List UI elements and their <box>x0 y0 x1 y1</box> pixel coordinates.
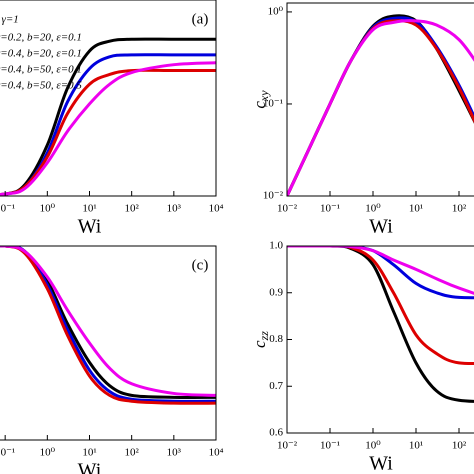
x-tick-label: 10⁴ <box>209 203 224 215</box>
plot-lines <box>0 37 216 196</box>
x-tick-label: 10⁻¹ <box>0 447 15 459</box>
series-line <box>0 246 216 397</box>
y-tick-label: 10⁻² <box>263 190 284 202</box>
y-tick-label: 1.0 <box>269 240 283 252</box>
x-tick-label: 10⁻² <box>277 440 298 452</box>
series-line <box>287 246 474 295</box>
x-tick-label: 10³ <box>167 447 182 459</box>
y-tick-label: 0.8 <box>269 333 283 345</box>
y-tick-label: 0.9 <box>269 286 283 298</box>
x-tick-label: 10² <box>452 440 467 452</box>
x-tick-label: 10² <box>125 447 140 459</box>
x-tick-label: 10² <box>452 203 467 215</box>
x-tick-label: 10⁰ <box>365 440 381 452</box>
y-axis-label-main: c <box>250 340 269 348</box>
series-line <box>0 246 216 403</box>
legend-entry: r=0.4, b=20, ε=0.1 <box>0 48 82 60</box>
legend-title: , γ=1 <box>0 14 19 26</box>
x-tick-label: 10¹ <box>82 447 96 459</box>
x-tick-label: 10² <box>125 203 140 215</box>
x-tick-label: 10¹ <box>409 440 423 452</box>
x-axis-label: Wi <box>78 216 102 238</box>
series-line <box>287 246 474 300</box>
x-tick-label: 10⁻¹ <box>320 440 340 452</box>
legend-entry: r=0.4, b=50, ε=0.1 <box>0 64 82 76</box>
series-line <box>0 246 216 399</box>
legend-entry: r=0.2, b=20, ε=0.1 <box>0 32 82 44</box>
x-axis-label: Wi <box>369 216 393 238</box>
x-axis-label: Wi <box>369 453 393 474</box>
y-axis-label-sub: xy <box>257 90 271 102</box>
x-tick-label: 10⁰ <box>40 203 56 215</box>
panel: 10⁻¹ 10⁰ 10¹ 10² 10³ 10⁴ Wi (a) , γ=1 r=0.2, b=20… <box>0 0 224 238</box>
y-axis-label: czz <box>250 331 271 348</box>
x-tick-label: 10³ <box>167 203 182 215</box>
panel: 10⁻¹ 10⁰ 10¹ 10² 10³ 10⁴ Wi (c) <box>0 245 224 474</box>
series-line <box>0 61 216 196</box>
plot-frame <box>0 245 217 441</box>
plot-lines <box>287 246 474 403</box>
x-tick-label: 10⁰ <box>365 203 381 215</box>
x-tick-label: 10⁻¹ <box>0 203 15 215</box>
y-axis-label: cxy <box>250 90 271 109</box>
x-tick-label: 10⁻¹ <box>320 203 340 215</box>
y-axis-label-sub: zz <box>257 331 271 342</box>
x-tick-label: 10⁰ <box>40 447 56 459</box>
series-line <box>0 246 216 405</box>
panel: 10⁻² 10⁻¹ 10⁰ 10¹ 10² 10⁰ 10⁻¹ 10⁻² Wi cxy <box>250 2 474 238</box>
x-tick-label: 10¹ <box>82 203 96 215</box>
plot-frame <box>0 0 217 197</box>
plot-lines <box>0 246 216 405</box>
panel-label: (c) <box>192 257 209 273</box>
x-axis-label: Wi <box>78 460 102 474</box>
y-tick-label: 10⁰ <box>268 5 284 17</box>
x-tick-label: 10⁻² <box>277 203 298 215</box>
panel: 10⁻² 10⁻¹ 10⁰ 10¹ 10² 1.0 0.9 0.8 0.7 0.6 Wi czz <box>250 240 474 474</box>
y-tick-label: 0.6 <box>269 427 283 439</box>
series-line <box>287 246 474 366</box>
panel-label: (a) <box>192 11 209 27</box>
legend-entry: r=0.4, b=50, ε=0.5 <box>0 80 82 92</box>
plot-frame <box>286 2 474 197</box>
plot-lines <box>287 14 474 196</box>
plot-frame <box>286 245 474 434</box>
x-tick-label: 10⁴ <box>209 447 224 459</box>
y-tick-label: 10⁻¹ <box>263 97 283 109</box>
x-tick-label: 10¹ <box>409 203 423 215</box>
series-line <box>287 19 474 196</box>
y-axis-label-main: c <box>250 101 269 109</box>
y-tick-label: 0.7 <box>269 380 283 392</box>
